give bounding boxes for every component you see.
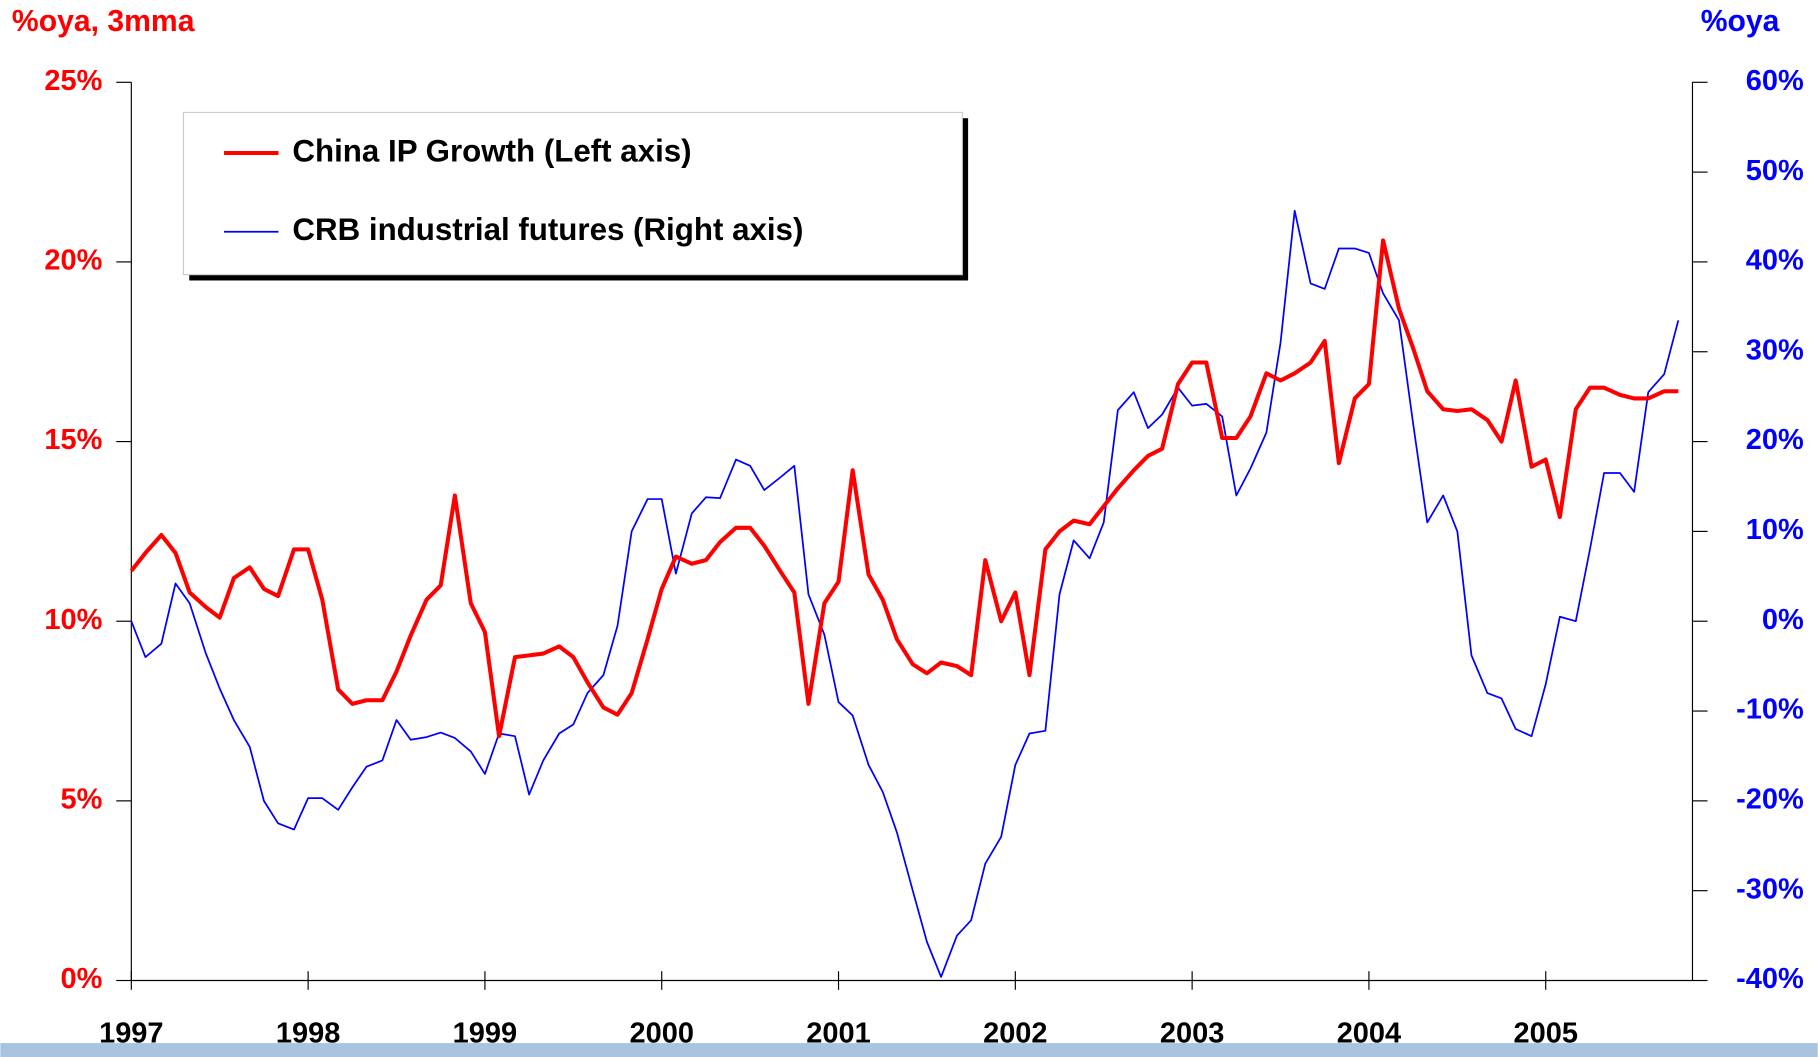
y2-tick-label: -40% [1736, 963, 1804, 995]
y-tick-label: 25% [44, 65, 102, 97]
line-series [129, 238, 1679, 739]
y-tick-label: 15% [44, 424, 102, 456]
x-tick-label: 2000 [629, 1018, 693, 1050]
y-tick-label: 10% [44, 604, 102, 636]
y-axis-title: %oya, 3mma [12, 5, 195, 38]
y2-tick-label: 0% [1762, 604, 1804, 636]
y2-tick-label: 40% [1746, 245, 1804, 277]
legend-label: CRB industrial futures (Right axis) [292, 212, 803, 247]
y2-axis-title: %oya [1701, 5, 1780, 38]
x-tick-label: 1998 [276, 1018, 340, 1050]
legend: China IP Growth (Left axis) CRB industria… [182, 111, 969, 281]
legend-label: China IP Growth (Left axis) [292, 133, 691, 168]
y-tick-label: 20% [44, 245, 102, 277]
legend-box [182, 111, 963, 276]
y-tick-label: 5% [60, 784, 102, 816]
x-tick-label: 2001 [806, 1018, 870, 1050]
x-tick-label: 2004 [1337, 1018, 1401, 1050]
bottom-strip [0, 1043, 1818, 1057]
line-series [130, 209, 1680, 978]
x-tick-label: 2003 [1160, 1018, 1224, 1050]
x-tick-label: 2002 [983, 1018, 1047, 1050]
y2-tick-label: 50% [1746, 155, 1804, 187]
y2-tick-label: 30% [1746, 334, 1804, 366]
x-tick-label: 1997 [99, 1018, 163, 1050]
x-tick-label: 2005 [1514, 1018, 1578, 1050]
y2-tick-label: -10% [1736, 694, 1804, 726]
y2-tick-label: 60% [1746, 65, 1804, 97]
y2-tick-label: -30% [1736, 873, 1804, 905]
y2-tick-label: -20% [1736, 784, 1804, 816]
y2-tick-label: 20% [1746, 424, 1804, 456]
y-tick-label: 0% [60, 963, 102, 995]
x-tick-label: 1999 [453, 1018, 517, 1050]
y2-tick-label: 10% [1746, 514, 1804, 546]
